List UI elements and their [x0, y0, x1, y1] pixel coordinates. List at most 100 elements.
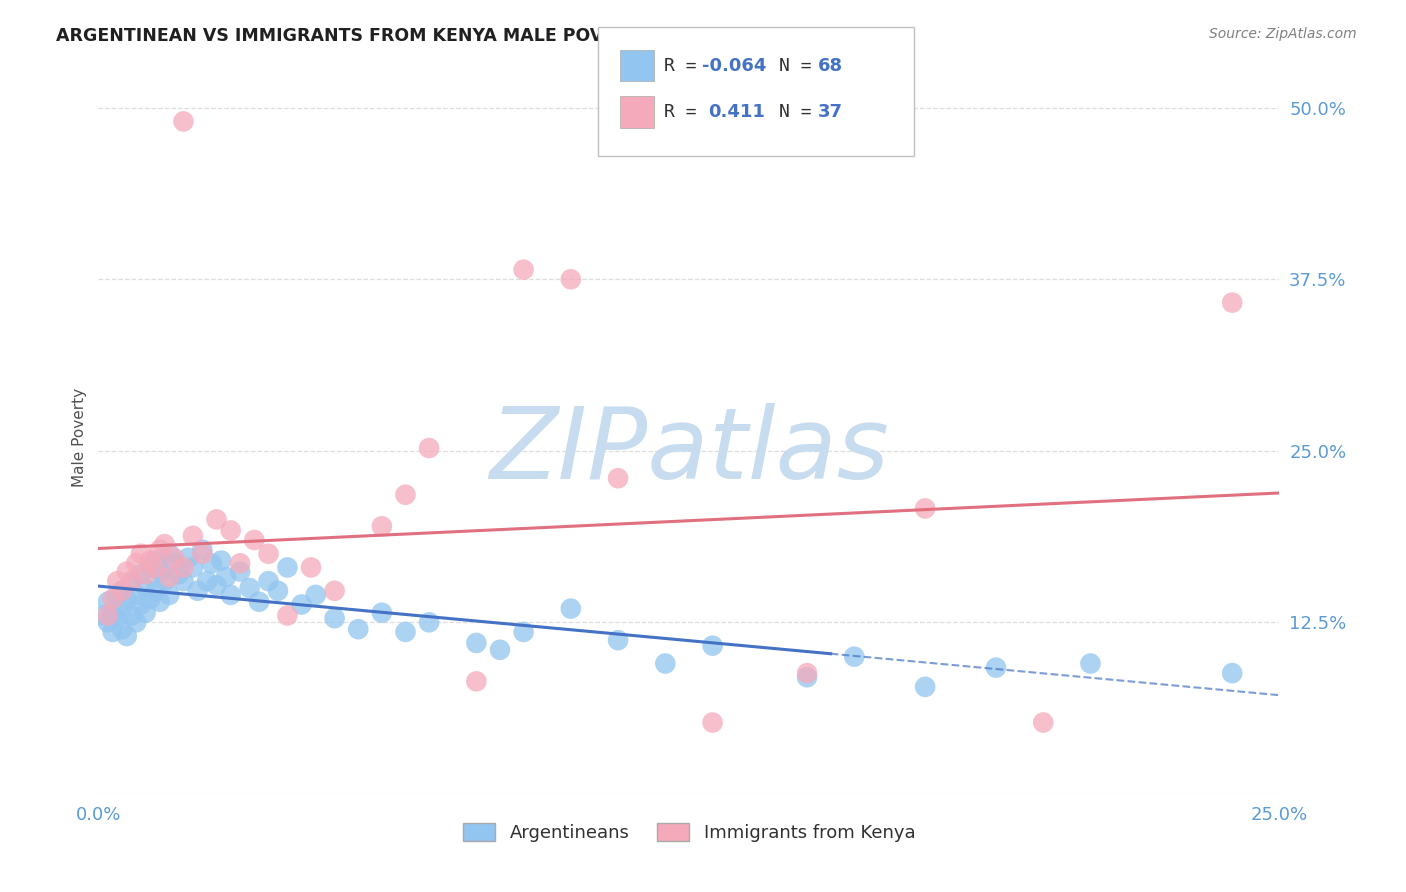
Point [163, 550, 186, 565]
Point [121, 574, 143, 589]
Point [215, 570, 238, 584]
Point [844, 649, 866, 664]
Point [139, 553, 162, 567]
Text: N =: N = [779, 103, 823, 121]
Point [512, 262, 534, 277]
Legend: Argentineans, Immigrants from Kenya: Argentineans, Immigrants from Kenya [456, 815, 922, 849]
Point [371, 606, 394, 620]
Point [607, 633, 630, 648]
Point [172, 574, 194, 589]
Point [115, 592, 138, 607]
Point [702, 715, 724, 730]
Point [135, 567, 157, 582]
Point [229, 557, 252, 571]
Point [111, 583, 134, 598]
Point [187, 583, 209, 598]
Text: R =: R = [664, 56, 707, 75]
Point [560, 601, 582, 615]
Point [115, 629, 138, 643]
Point [1220, 295, 1243, 310]
Point [111, 601, 134, 615]
Point [121, 574, 143, 589]
Point [111, 583, 134, 598]
Point [157, 547, 180, 561]
Point [323, 611, 346, 625]
Point [209, 553, 232, 567]
Point [129, 598, 152, 612]
Point [105, 611, 128, 625]
Point [121, 608, 143, 623]
Point [305, 588, 328, 602]
Point [394, 624, 416, 639]
Point [257, 574, 280, 589]
Point [702, 639, 724, 653]
Point [1032, 715, 1054, 730]
Y-axis label: Male Poverty: Male Poverty [72, 387, 87, 487]
Point [143, 553, 166, 567]
Point [219, 524, 242, 538]
Point [157, 570, 180, 584]
Point [105, 588, 128, 602]
Point [560, 272, 582, 286]
Point [267, 583, 290, 598]
Point [1080, 657, 1102, 671]
Point [149, 595, 172, 609]
Point [371, 519, 394, 533]
Point [465, 636, 488, 650]
Point [163, 557, 186, 571]
Point [796, 670, 818, 684]
Point [276, 608, 298, 623]
Point [418, 615, 440, 630]
Text: Source: ZipAtlas.com: Source: ZipAtlas.com [1209, 27, 1357, 41]
Point [115, 565, 138, 579]
Point [177, 550, 200, 565]
Point [299, 560, 322, 574]
Point [129, 567, 152, 582]
Point [984, 660, 1007, 674]
Point [191, 542, 214, 557]
Text: 68: 68 [818, 56, 844, 75]
Point [157, 588, 180, 602]
Point [139, 592, 162, 607]
Point [143, 560, 166, 574]
Point [135, 606, 157, 620]
Point [97, 595, 120, 609]
Point [247, 595, 270, 609]
Point [219, 588, 242, 602]
Point [125, 615, 148, 630]
Point [105, 574, 128, 589]
Point [167, 567, 190, 582]
Text: 0.411: 0.411 [709, 103, 765, 121]
Point [347, 622, 370, 636]
Point [290, 598, 312, 612]
Point [201, 557, 224, 571]
Point [489, 642, 512, 657]
Point [239, 581, 262, 595]
Text: R =: R = [664, 103, 707, 121]
Point [153, 574, 176, 589]
Text: ZIPatlas: ZIPatlas [489, 403, 889, 500]
Point [181, 529, 204, 543]
Point [101, 606, 124, 620]
Point [97, 615, 120, 630]
Text: N =: N = [779, 56, 823, 75]
Point [276, 560, 298, 574]
Text: ARGENTINEAN VS IMMIGRANTS FROM KENYA MALE POVERTY CORRELATION CHART: ARGENTINEAN VS IMMIGRANTS FROM KENYA MAL… [56, 27, 868, 45]
Point [229, 565, 252, 579]
Point [111, 622, 134, 636]
Point [654, 657, 676, 671]
Point [91, 608, 114, 623]
Point [1220, 666, 1243, 681]
Point [205, 578, 228, 592]
Point [243, 533, 266, 547]
Text: -0.064: -0.064 [702, 56, 766, 75]
Point [195, 574, 218, 589]
Point [394, 488, 416, 502]
Point [205, 512, 228, 526]
Point [125, 588, 148, 602]
Point [512, 624, 534, 639]
Point [914, 680, 936, 694]
Point [101, 592, 124, 607]
Text: 37: 37 [818, 103, 844, 121]
Point [191, 547, 214, 561]
